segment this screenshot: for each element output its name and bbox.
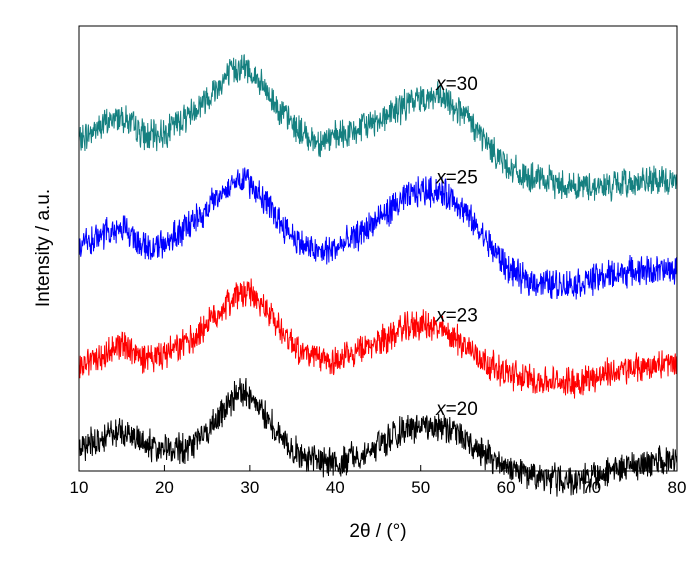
series-line-30 xyxy=(78,54,678,202)
series-line-25 xyxy=(78,167,678,300)
x-axis-label: 2θ / (°) xyxy=(349,521,406,542)
series-label: x=20 xyxy=(435,399,478,420)
x-tick-label: 20 xyxy=(155,478,174,497)
x-tick-label: 10 xyxy=(70,478,89,497)
series-label: x=23 xyxy=(435,306,478,327)
series-layer xyxy=(78,54,678,497)
series-label: x=30 xyxy=(435,74,478,95)
x-tick-label: 50 xyxy=(411,478,430,497)
x-ticks: 10 20 30 40 50 60 70 80 xyxy=(70,465,687,497)
series-line-20 xyxy=(78,377,678,497)
y-axis-label: Intensity / a.u. xyxy=(33,189,54,307)
plot-frame xyxy=(78,25,678,472)
x-tick-label: 40 xyxy=(326,478,345,497)
x-tick-label: 70 xyxy=(582,478,601,497)
series-line-23 xyxy=(78,278,678,399)
x-tick-label: 30 xyxy=(240,478,259,497)
series-label: x=25 xyxy=(435,168,478,189)
series-labels: x=30 x=25 x=23 x=20 xyxy=(435,74,478,420)
x-tick-label: 60 xyxy=(497,478,516,497)
x-tick-label: 80 xyxy=(668,478,687,497)
